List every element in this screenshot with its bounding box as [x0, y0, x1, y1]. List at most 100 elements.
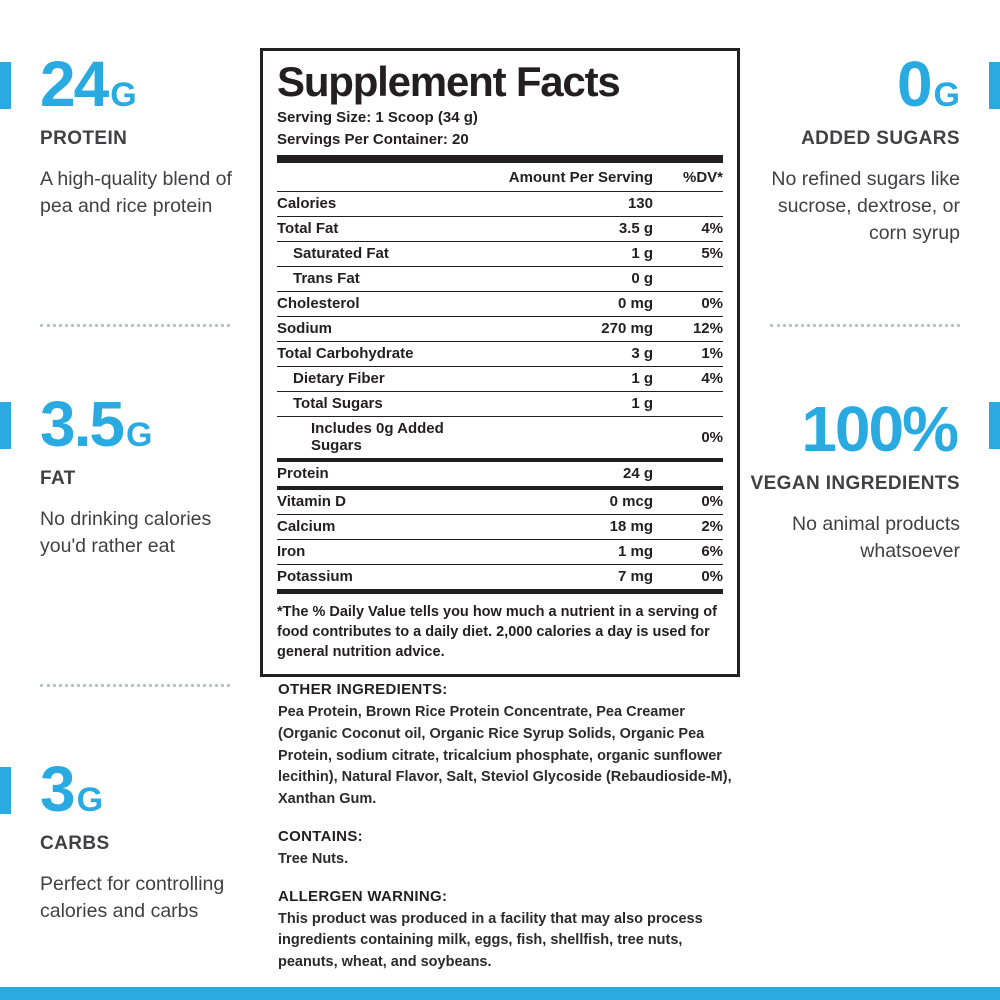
nutrient-dv: 0% — [701, 428, 723, 446]
panel-footnote: *The % Daily Value tells you how much a … — [277, 588, 723, 662]
callout-vegan-number: 100% — [801, 393, 959, 465]
nutrition-row: Total Carbohydrate 3 g 1% — [277, 340, 723, 366]
nutrient-dv: 0% — [701, 493, 723, 511]
callout-protein-desc: A high-quality blend of pea and rice pro… — [40, 168, 232, 217]
nutrient-amount: 1 g — [631, 370, 653, 388]
nutrient-dv: 4% — [701, 370, 723, 388]
nutrition-rows: Calories 130 Total Fat 3.5 g 4% Saturated Fat… — [277, 190, 723, 589]
nutrient-name: Cholesterol — [277, 295, 360, 313]
nutrient-amount: 3.5 g — [618, 220, 653, 238]
callout-vegan: 100% VEGAN INGREDIENTS No animal product… — [745, 397, 961, 565]
nutrient-name: Trans Fat — [293, 270, 360, 288]
nutrient-amount: 24 g — [622, 465, 653, 483]
nutrient-amount: 7 mg — [617, 568, 653, 586]
callout-protein-label: PROTEIN — [40, 128, 128, 149]
nutrient-name: Sodium — [277, 320, 332, 338]
nutrient-amount: 1 g — [631, 395, 653, 413]
callout-carbs-desc: Perfect for controlling calories and car… — [40, 873, 225, 922]
panel-title: Supplement Facts — [277, 58, 621, 105]
callout-carbs: 3G CARBS Perfect for controlling calorie… — [40, 757, 250, 925]
nutrient-name: Vitamin D — [277, 493, 346, 511]
callout-fat-desc: No drinking calories you'd rather eat — [40, 508, 212, 557]
nutrition-row: Includes 0g Added Sugars 0% — [277, 415, 723, 458]
callout-carbs-unit: G — [76, 781, 104, 819]
callout-protein-value: 24G — [40, 52, 235, 116]
nutrition-row: Iron 1 mg 6% — [277, 538, 723, 564]
accent-bar-right-vegan — [989, 402, 1000, 449]
accent-bar-left-protein — [0, 62, 11, 109]
accent-bar-bottom — [0, 987, 1000, 1000]
panel-thick-rule — [277, 154, 723, 163]
callout-carbs-label: CARBS — [40, 833, 110, 854]
callout-fat: 3.5G FAT No drinking calories you'd rath… — [40, 392, 235, 560]
accent-bar-left-carbs — [0, 767, 11, 814]
callout-added-sugars-unit: G — [933, 76, 960, 114]
nutrient-amount: 130 — [627, 195, 653, 213]
callout-vegan-label: VEGAN INGREDIENTS — [750, 473, 960, 494]
nutrition-row: Calcium 18 mg 2% — [277, 513, 723, 539]
nutrient-amount: 3 g — [631, 345, 653, 363]
divider-right-1 — [770, 324, 960, 327]
nutrition-row: Dietary Fiber 1 g 4% — [277, 365, 723, 391]
accent-bar-left-fat — [0, 402, 11, 449]
callout-protein-unit: G — [110, 76, 137, 114]
nutrition-header: Amount Per Serving %DV* — [277, 163, 723, 191]
nutrition-row: Vitamin D 0 mcg 0% — [277, 485, 723, 514]
nutrition-row: Trans Fat 0 g — [277, 265, 723, 291]
nutrient-name: Includes 0g Added Sugars — [311, 420, 444, 455]
nutrient-amount: 0 mg — [617, 295, 653, 313]
callout-added-sugars: 0G ADDED SUGARS No refined sugars like s… — [755, 52, 960, 247]
nutrient-amount: 0 g — [631, 270, 653, 288]
nutrient-amount: 0 mcg — [609, 493, 653, 511]
allergen-warning-text: This product was produced in a facility … — [278, 910, 703, 971]
nutrition-row: Total Fat 3.5 g 4% — [277, 215, 723, 241]
nutrient-name: Saturated Fat — [293, 245, 389, 263]
callout-carbs-value: 3G — [40, 757, 250, 821]
nutrient-name: Potassium — [277, 568, 353, 586]
nutrient-dv: 0% — [701, 568, 723, 586]
nutrition-row: Sodium 270 mg 12% — [277, 315, 723, 341]
nutrition-row: Saturated Fat 1 g 5% — [277, 240, 723, 266]
nutrition-row: Potassium 7 mg 0% — [277, 563, 723, 589]
nutrition-row: Protein 24 g — [277, 457, 723, 486]
callout-vegan-value: 100% — [745, 397, 960, 461]
nutrient-amount: 1 g — [631, 245, 653, 263]
nutrient-name: Iron — [277, 543, 306, 561]
allergen-warning-title: ALLERGEN WARNING: — [278, 887, 448, 905]
nutrition-header-amount: Amount Per Serving — [508, 168, 653, 186]
callout-fat-unit: G — [125, 416, 153, 454]
nutrient-dv: 5% — [701, 245, 723, 263]
serving-size: Serving Size: 1 Scoop (34 g) — [277, 108, 478, 126]
nutrient-name: Calories — [277, 195, 337, 213]
callout-vegan-desc: No animal products whatsoever — [792, 513, 960, 562]
callout-protein-number: 24 — [40, 48, 109, 120]
supplement-facts-panel: Supplement Facts Serving Size: 1 Scoop (… — [260, 48, 740, 677]
callout-protein: 24G PROTEIN A high-quality blend of pea … — [40, 52, 235, 220]
nutrient-amount: 1 mg — [617, 543, 653, 561]
callout-added-sugars-label: ADDED SUGARS — [801, 128, 960, 149]
callout-added-sugars-number: 0 — [896, 48, 933, 120]
nutrient-name: Calcium — [277, 518, 336, 536]
other-ingredients-title: OTHER INGREDIENTS: — [278, 681, 448, 698]
callout-fat-value: 3.5G — [40, 392, 235, 456]
nutrition-row: Total Sugars 1 g — [277, 390, 723, 416]
contains-text: Tree Nuts. — [278, 850, 349, 867]
nutrient-dv: 2% — [701, 518, 723, 536]
other-ingredients-text: Pea Protein, Brown Rice Protein Concentr… — [278, 704, 732, 807]
nutrient-dv: 0% — [701, 295, 723, 313]
divider-left-2 — [40, 684, 230, 687]
divider-left-1 — [40, 324, 230, 327]
callout-fat-number: 3.5 — [40, 388, 125, 460]
callout-fat-label: FAT — [40, 468, 76, 489]
nutrient-dv: 12% — [692, 320, 723, 338]
accent-bar-right-sugars — [989, 62, 1000, 109]
nutrient-amount: 18 mg — [609, 518, 653, 536]
nutrient-dv: 4% — [701, 220, 723, 238]
nutrition-row: Calories 130 — [277, 190, 723, 216]
callout-added-sugars-value: 0G — [755, 52, 960, 116]
ingredients-section: OTHER INGREDIENTS: Pea Protein, Brown Ri… — [278, 681, 740, 974]
nutrition-row: Cholesterol 0 mg 0% — [277, 290, 723, 316]
callout-added-sugars-desc: No refined sugars like sucrose, dextrose… — [771, 168, 960, 244]
nutrient-name: Total Carbohydrate — [277, 345, 414, 363]
